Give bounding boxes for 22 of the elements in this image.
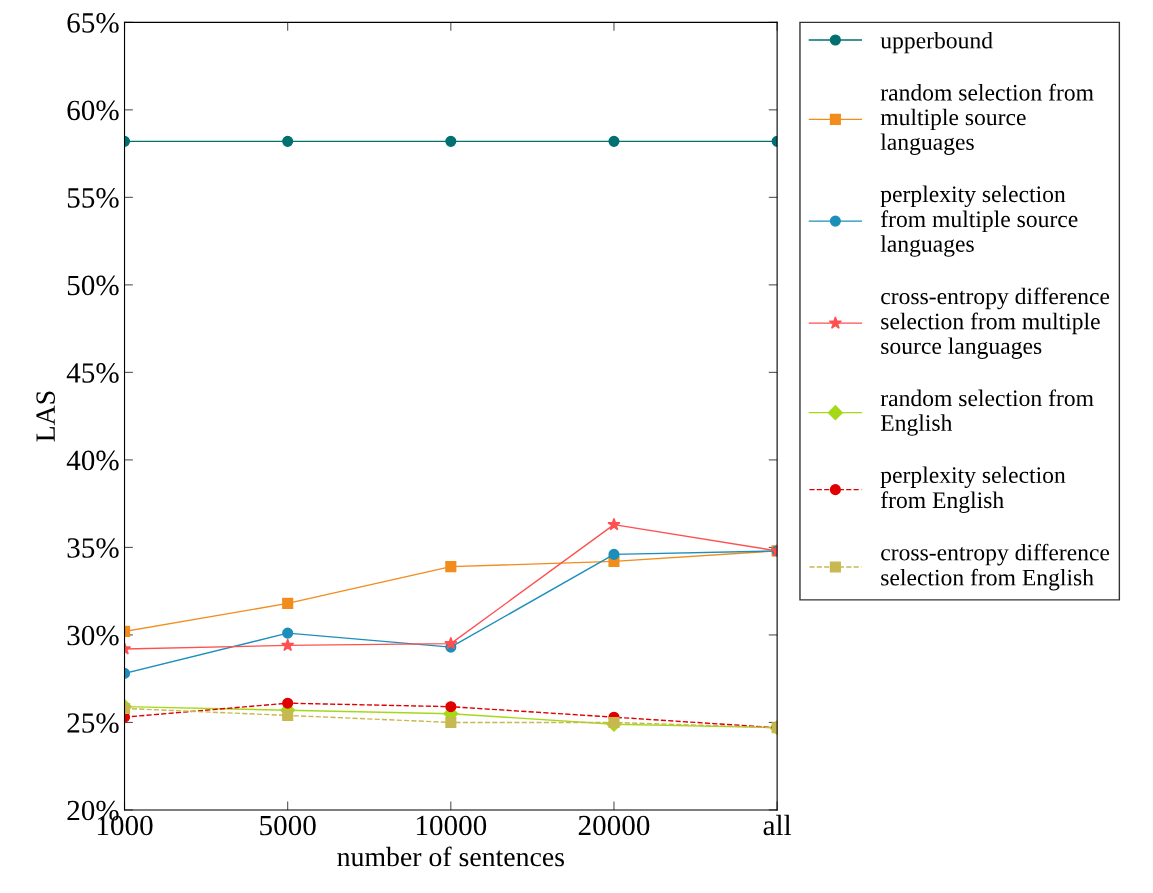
y-axis-title: LAS <box>36 391 55 442</box>
legend-label: cross-entropy difference selection from multiple source languages <box>881 287 1110 359</box>
legend-label: perplexity selection from English <box>880 466 1066 514</box>
y-tick-label: 65% <box>67 13 119 33</box>
y-tick-label: 50% <box>67 275 119 296</box>
y-tick-label: 25% <box>67 713 119 733</box>
legend-label: upperbound <box>880 31 993 54</box>
y-tick-label: 35% <box>67 538 119 558</box>
y-tick-label: 55% <box>67 188 119 208</box>
y-tick-label: 45% <box>66 363 119 383</box>
x-tick-label: all <box>763 814 792 836</box>
y-tick-label: 60% <box>67 100 119 121</box>
y-tick-label: 40% <box>66 450 119 471</box>
x-tick-label: 10000 <box>416 815 487 836</box>
legend-label: random selection from multiple source languages <box>880 83 1094 155</box>
x-tick-label: 20000 <box>578 815 650 836</box>
x-tick-label: 5000 <box>260 815 316 836</box>
x-axis-title: number of sentences <box>337 846 564 867</box>
legend-label: random selection from English <box>880 389 1094 436</box>
y-tick-label: 30% <box>67 625 119 646</box>
legend-label: perplexity selection from multiple source languages <box>880 185 1078 257</box>
legend-label: cross-entropy difference selection from English <box>881 543 1110 591</box>
